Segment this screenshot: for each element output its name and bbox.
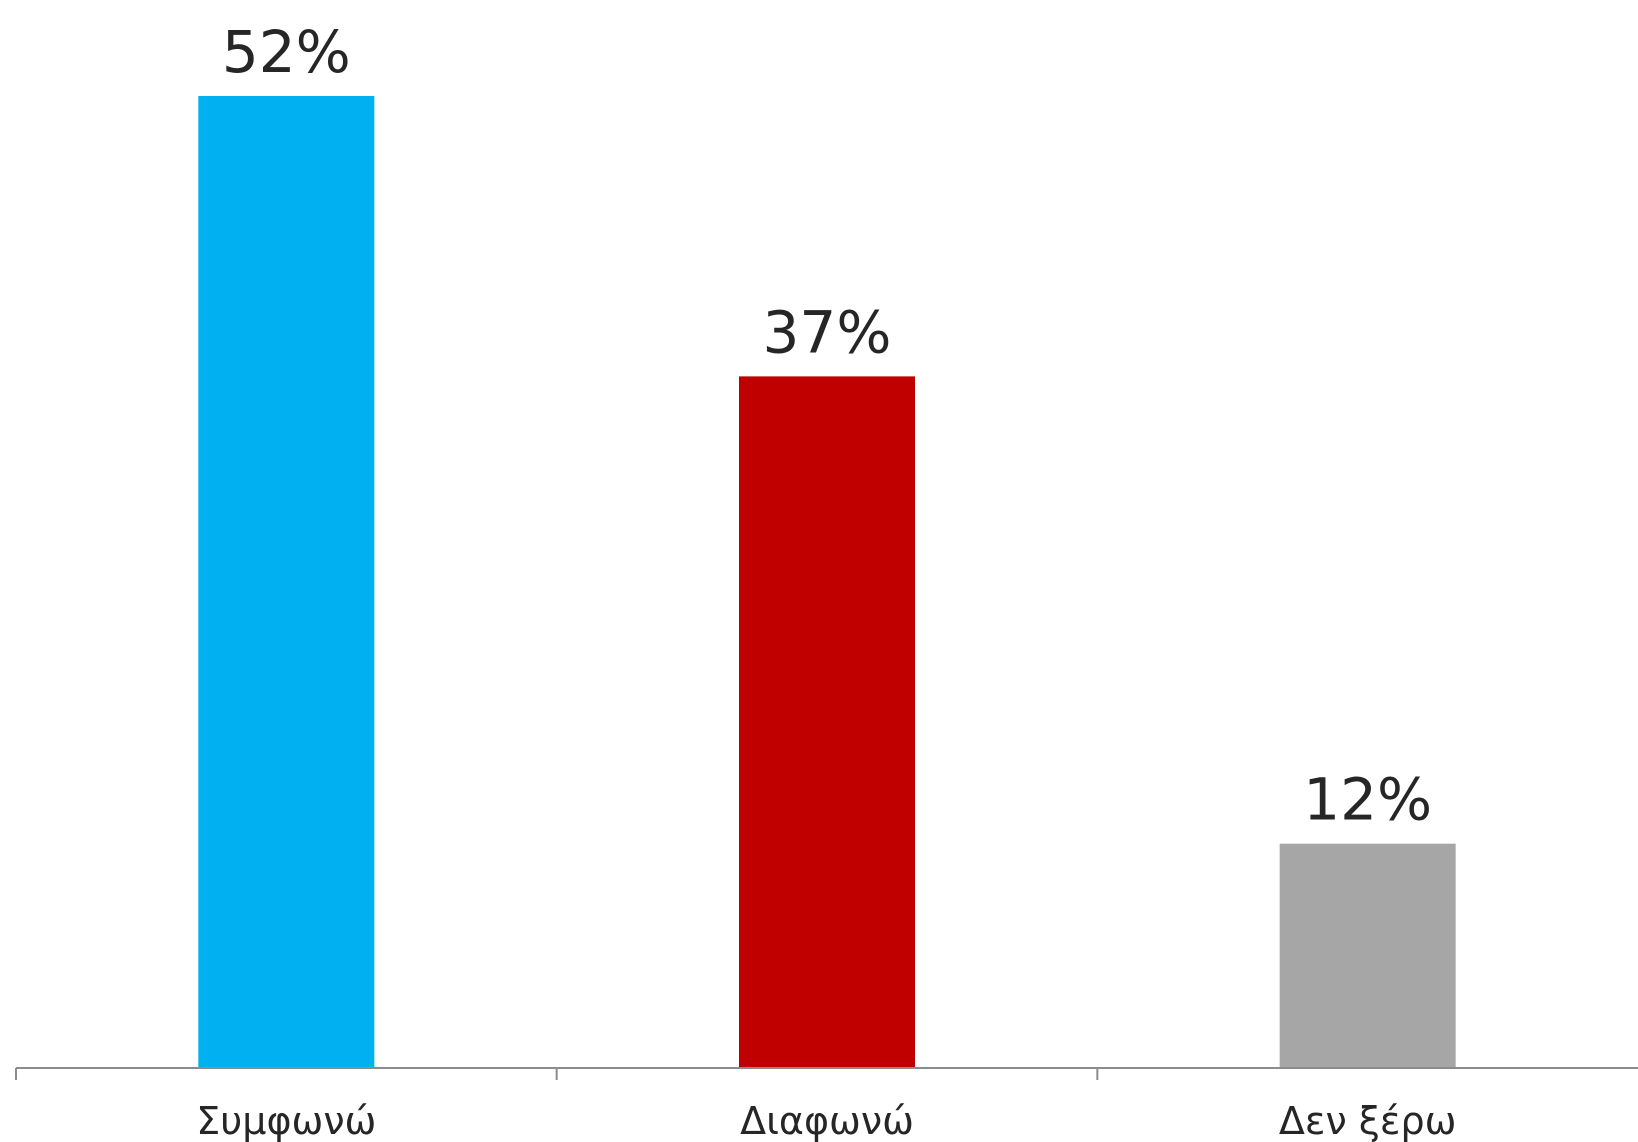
data-label-3: 12% [1303, 766, 1432, 834]
category-label-2: Διαφωνώ [740, 1099, 914, 1142]
bar-1 [198, 96, 375, 1068]
category-label-1: Συμφωνώ [196, 1099, 376, 1142]
bar-2 [739, 376, 915, 1068]
category-label-3: Δεν ξέρω [1279, 1099, 1457, 1142]
data-label-1: 52% [222, 18, 351, 86]
data-label-2: 37% [763, 298, 892, 366]
bar-3 [1279, 843, 1456, 1068]
